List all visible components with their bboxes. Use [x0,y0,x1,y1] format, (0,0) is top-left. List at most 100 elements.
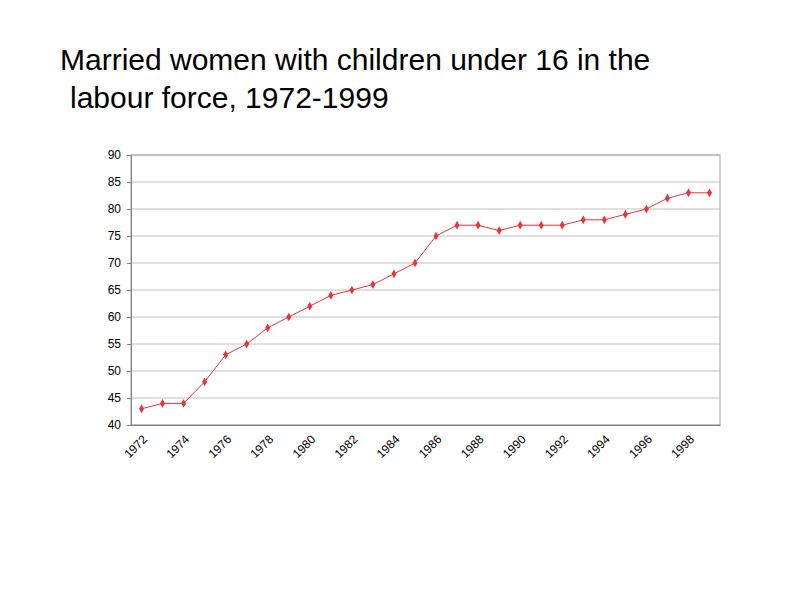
y-tick-mark [127,344,131,345]
y-tick-mark [127,290,131,291]
x-tick-label: 1974 [163,432,192,461]
y-tick-label: 85 [108,175,122,189]
x-tick: 1992 [542,425,571,461]
y-tick-mark [127,317,131,318]
x-tick-label: 1978 [248,432,277,461]
grid-line [131,344,720,345]
marker [707,188,712,197]
marker [581,215,586,224]
x-tick-label: 1972 [121,432,150,461]
marker [476,221,481,230]
x-tick-label: 1994 [584,432,613,461]
title: Married women with children under 16 in … [60,43,650,114]
grid-line [131,263,720,264]
y-tick-label: 90 [108,148,122,162]
grid-line [131,371,720,372]
x-tick-label: 1990 [500,432,529,461]
y-tick-label: 80 [108,202,122,216]
y-tick: 50 [108,364,131,378]
x-tick: 1976 [206,425,235,461]
marker [391,269,396,278]
marker [244,340,249,349]
y-tick-mark [127,371,131,372]
chart: Married women with children under 16 in … [0,0,800,600]
marker [665,194,670,203]
y-tick: 40 [108,418,131,432]
y-tick-label: 55 [108,337,122,351]
y-axis-line [127,156,132,426]
x-tick-label: 1992 [542,432,571,461]
y-tick-mark [127,209,131,210]
grid-line [131,209,720,210]
y-tick: 90 [108,148,131,162]
marker [286,313,291,322]
x-tick: 1998 [668,425,697,461]
x-tick: 1978 [248,425,277,461]
grid-line [131,182,720,183]
marker [560,221,565,230]
x-tick-label: 1986 [416,432,445,461]
y-tick-mark [127,425,131,426]
y-tick-mark [127,398,131,399]
marker [497,226,502,235]
y-tick: 70 [108,256,131,270]
grid-line [131,398,720,399]
y-tick: 55 [108,337,131,351]
marker [223,350,228,359]
x-tick: 1986 [416,425,445,461]
marker [455,221,460,230]
x-tick: 1988 [458,425,487,461]
x-tick: 1974 [163,425,192,461]
y-tick: 45 [108,391,131,405]
marker [265,323,270,332]
x-tick-label: 1976 [206,432,235,461]
grid-line [131,290,720,291]
x-axis-line [132,425,721,426]
grid-line [131,236,720,237]
marker [602,215,607,224]
x-tick-label: 1984 [374,432,403,461]
x-tick-label: 1982 [332,432,361,461]
x-tick-label: 1988 [458,432,487,461]
marker [686,188,691,197]
y-tick-mark [127,263,131,264]
y-tick-label: 75 [108,229,122,243]
marker [160,399,165,408]
y-tick: 85 [108,175,131,189]
marker [139,404,144,413]
y-tick-label: 40 [108,418,122,432]
marks [139,188,712,413]
x-tick-label: 1980 [290,432,319,461]
x-axis: 1972 1974 1976 1978 1980 1982 1984 1986 1988 1990… [121,425,720,461]
marker [412,259,417,268]
x-tick: 1996 [626,425,655,461]
grid-line [131,317,720,318]
x-tick: 1982 [332,425,361,461]
marker [623,210,628,219]
y-tick: 80 [108,202,131,216]
y-tick: 75 [108,229,131,243]
marker [202,377,207,386]
x-tick: 1990 [500,425,529,461]
y-tick-label: 65 [108,283,122,297]
marker [307,302,312,311]
y-tick-mark [127,236,131,237]
x-tick: 1980 [290,425,319,461]
marker [370,280,375,289]
line [142,193,710,409]
x-tick: 1984 [374,425,403,461]
marker [518,221,523,230]
y-tick-mark [127,182,131,183]
plot-frame [131,155,720,425]
marker [349,286,354,295]
x-tick-label: 1996 [626,432,655,461]
marker [539,221,544,230]
grid [131,155,720,425]
x-tick: 1994 [584,425,613,461]
y-tick-mark [127,155,131,156]
y-tick-label: 60 [108,310,122,324]
marker [433,232,438,241]
marker [181,399,186,408]
y-tick-label: 50 [108,364,122,378]
y-tick-label: 70 [108,256,122,270]
